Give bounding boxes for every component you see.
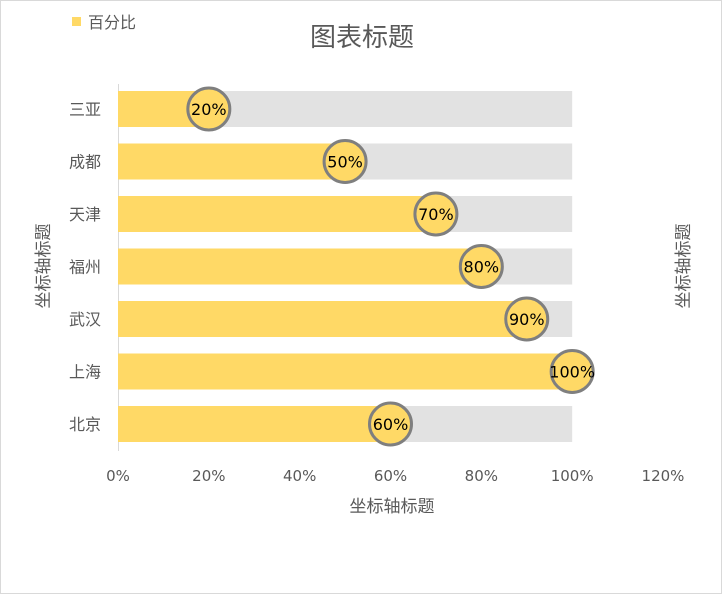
plot-layer: 20% 三亚 50% 成都 70% 天津 80% 福州 90% 武汉 100% 上海 60% 北京 0% 20…	[69, 86, 685, 485]
category-label: 成都	[69, 153, 101, 172]
x-tick-label: 20%	[192, 467, 225, 485]
category-label: 北京	[69, 415, 101, 434]
data-marker	[504, 296, 550, 342]
data-marker	[549, 349, 595, 394]
y-axis-title: 坐标轴标题	[34, 224, 54, 309]
category-label: 上海	[69, 363, 101, 382]
bar	[118, 248, 482, 285]
x-tick-label: 120%	[642, 467, 685, 485]
x-tick-label: 100%	[551, 467, 594, 485]
legend: 百分比	[72, 13, 136, 32]
legend-swatch	[72, 17, 81, 26]
data-marker	[458, 244, 504, 289]
data-marker	[186, 86, 232, 132]
bar	[118, 406, 391, 442]
chart-title: 图表标题	[310, 23, 414, 53]
data-label: 50%	[327, 153, 363, 172]
data-marker	[322, 139, 368, 184]
x-tick-label: 80%	[465, 467, 498, 485]
x-tick-label: 0%	[106, 467, 130, 485]
category-label: 武汉	[69, 310, 101, 329]
data-marker	[413, 191, 459, 237]
data-label: 90%	[509, 310, 545, 329]
category-label: 三亚	[69, 100, 101, 119]
bar	[118, 196, 436, 232]
x-tick-label: 40%	[283, 467, 316, 485]
x-tick-label: 60%	[374, 467, 407, 485]
data-label: 20%	[191, 100, 227, 119]
data-label: 70%	[418, 205, 454, 224]
bar	[118, 301, 527, 337]
data-marker	[368, 401, 413, 447]
category-label: 福州	[69, 258, 101, 277]
data-label: 100%	[549, 363, 595, 382]
data-label: 80%	[464, 258, 500, 277]
data-label: 60%	[373, 415, 409, 434]
bar	[118, 143, 346, 180]
x-axis-title: 坐标轴标题	[350, 497, 435, 517]
legend-label: 百分比	[88, 13, 136, 32]
bar	[118, 353, 573, 390]
secondary-y-axis-title: 坐标轴标题	[674, 224, 694, 309]
category-label: 天津	[69, 205, 101, 224]
